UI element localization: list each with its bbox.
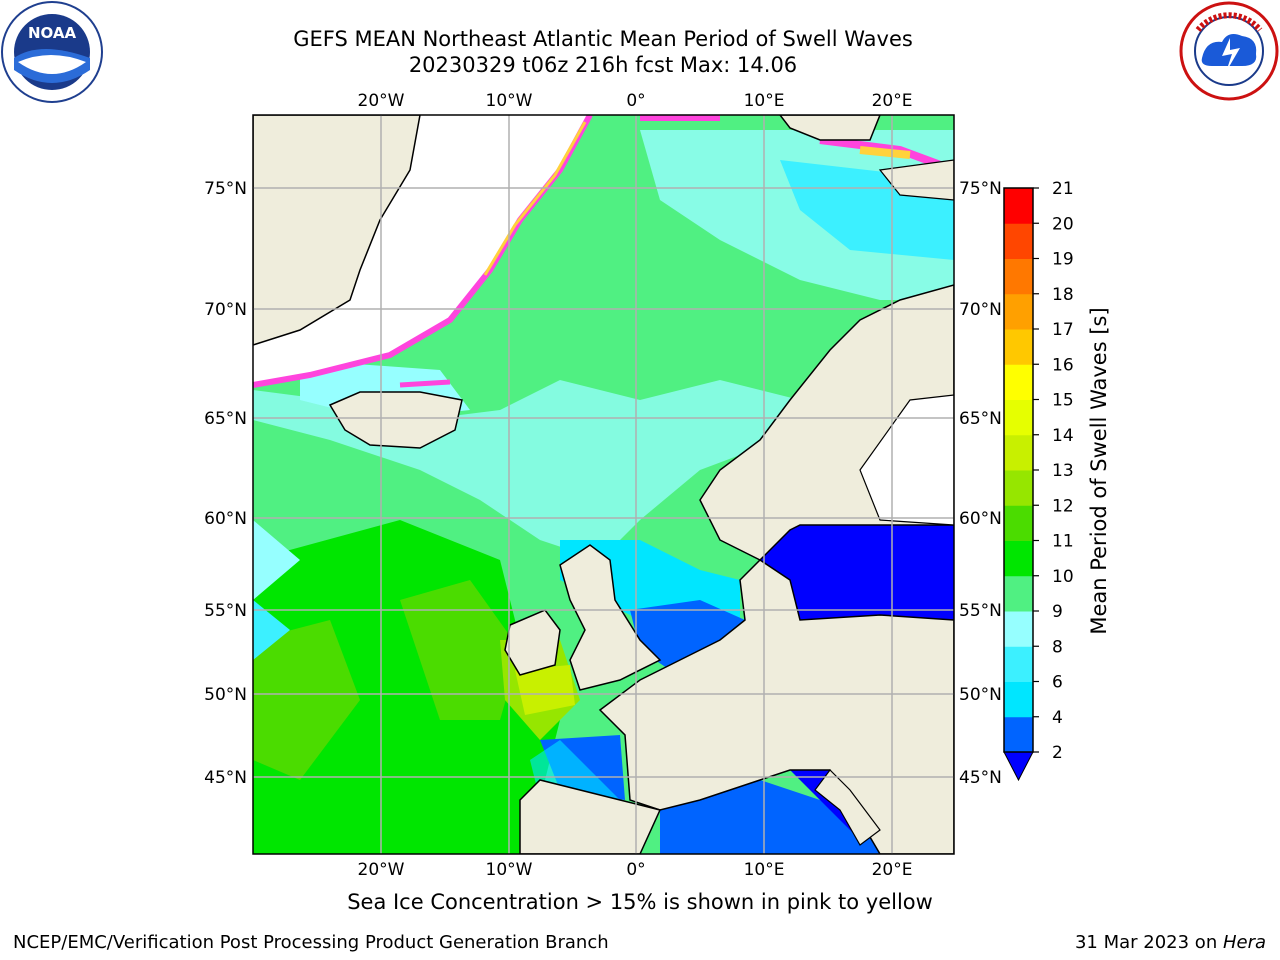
sea-ice-note: Sea Ice Concentration > 15% is shown in … bbox=[0, 890, 1280, 914]
colorbar-extend-min bbox=[1003, 751, 1034, 782]
colorbar-tick-label: 9 bbox=[1052, 602, 1063, 622]
colorbar: 2 4 6 8 9 10 11 12 13 14 15 16 17 18 19 20 21 bbox=[1003, 179, 1074, 782]
lat-tick-label: 55°N bbox=[959, 601, 1002, 621]
lat-tick-label: 65°N bbox=[959, 409, 1002, 429]
lat-tick-label: 60°N bbox=[204, 509, 247, 529]
lon-tick-label: 10°E bbox=[744, 91, 785, 111]
colorbar-segment bbox=[1004, 364, 1033, 400]
lat-tick-label: 50°N bbox=[959, 685, 1002, 705]
lat-tick-label: 75°N bbox=[204, 179, 247, 199]
lat-tick-label: 70°N bbox=[204, 300, 247, 320]
footer-date-text: 31 Mar 2023 on bbox=[1074, 932, 1223, 953]
footer-date: 31 Mar 2023 on Hera bbox=[1075, 932, 1266, 953]
sea-ice-note-text: Sea Ice Concentration > 15% is shown in … bbox=[347, 890, 933, 914]
colorbar-segment bbox=[1004, 505, 1033, 541]
lat-tick-label: 70°N bbox=[959, 300, 1002, 320]
colorbar-segment bbox=[1004, 646, 1033, 682]
lon-tick-label: 20°W bbox=[358, 91, 405, 111]
lon-tick-label: 0° bbox=[626, 860, 645, 880]
colorbar-tick-label: 16 bbox=[1052, 355, 1074, 375]
map-area bbox=[253, 115, 954, 854]
colorbar-tick-label: 12 bbox=[1052, 496, 1074, 516]
lon-tick-label: 20°E bbox=[872, 91, 913, 111]
lat-tick-label: 65°N bbox=[204, 409, 247, 429]
chart-title: GEFS MEAN Northeast Atlantic Mean Period… bbox=[293, 27, 913, 51]
lon-tick-label: 10°W bbox=[486, 860, 533, 880]
lon-tick-label: 20°W bbox=[358, 860, 405, 880]
colorbar-tick-label: 19 bbox=[1052, 250, 1074, 270]
colorbar-segment bbox=[1004, 188, 1033, 224]
colorbar-segment bbox=[1004, 575, 1033, 612]
lon-tick-label: 0° bbox=[626, 91, 645, 111]
colorbar-tick-label: 13 bbox=[1052, 461, 1074, 481]
lat-tick-label: 45°N bbox=[959, 768, 1002, 788]
footer-host: Hera bbox=[1222, 932, 1266, 953]
colorbar-tick-label: 6 bbox=[1052, 673, 1063, 693]
chart-subtitle: 20230329 t06z 216h fcst Max: 14.06 bbox=[408, 53, 798, 77]
lat-tick-label: 50°N bbox=[204, 685, 247, 705]
colorbar-segment bbox=[1004, 681, 1033, 718]
lon-ticks-top: 20°W 10°W 0° 10°E 20°E bbox=[358, 91, 913, 111]
lon-tick-label: 20°E bbox=[872, 860, 913, 880]
colorbar-segment bbox=[1004, 399, 1033, 436]
colorbar-tick-label: 8 bbox=[1052, 637, 1063, 657]
colorbar-segment bbox=[1004, 329, 1033, 365]
colorbar-segment bbox=[1004, 258, 1033, 295]
colorbar-segment bbox=[1004, 716, 1033, 753]
colorbar-tick-label: 4 bbox=[1052, 708, 1063, 728]
colorbar-tick-label: 15 bbox=[1052, 391, 1074, 411]
noaa-logo: NOAA bbox=[1, 1, 103, 103]
nws-logo bbox=[1179, 1, 1279, 101]
colorbar-tick-label: 21 bbox=[1052, 179, 1074, 199]
map-frame bbox=[252, 114, 955, 855]
lon-tick-label: 10°E bbox=[744, 860, 785, 880]
colorbar-tick-label: 14 bbox=[1052, 426, 1074, 446]
colorbar-tick-label: 2 bbox=[1052, 743, 1063, 763]
lat-ticks-left: 45°N 50°N 55°N 60°N 65°N 70°N 75°N bbox=[204, 179, 247, 788]
colorbar-segment bbox=[1004, 470, 1033, 506]
lon-tick-label: 10°W bbox=[486, 91, 533, 111]
lat-tick-label: 75°N bbox=[959, 179, 1002, 199]
colorbar-tick-label: 17 bbox=[1052, 320, 1074, 340]
lon-ticks-bottom: 20°W 10°W 0° 10°E 20°E bbox=[358, 860, 913, 880]
noaa-logo-text: NOAA bbox=[28, 24, 77, 42]
colorbar-segment bbox=[1004, 611, 1033, 647]
colorbar-segment bbox=[1004, 293, 1033, 330]
lat-tick-label: 55°N bbox=[204, 601, 247, 621]
lat-tick-label: 45°N bbox=[204, 768, 247, 788]
colorbar-segment bbox=[1004, 223, 1033, 259]
colorbar-tick-label: 20 bbox=[1052, 214, 1074, 234]
colorbar-tick-label: 10 bbox=[1052, 567, 1074, 587]
colorbar-segment bbox=[1004, 434, 1033, 471]
lat-ticks-right: 45°N 50°N 55°N 60°N 65°N 70°N 75°N bbox=[959, 179, 1002, 788]
footer-credit: NCEP/EMC/Verification Post Processing Pr… bbox=[13, 932, 609, 953]
colorbar-tick-label: 18 bbox=[1052, 285, 1074, 305]
lat-tick-label: 60°N bbox=[959, 509, 1002, 529]
colorbar-segment bbox=[1004, 540, 1033, 577]
colorbar-label: Mean Period of Swell Waves [s] bbox=[1087, 307, 1111, 634]
map-graticule bbox=[253, 115, 954, 854]
colorbar-tick-label: 11 bbox=[1052, 532, 1074, 552]
